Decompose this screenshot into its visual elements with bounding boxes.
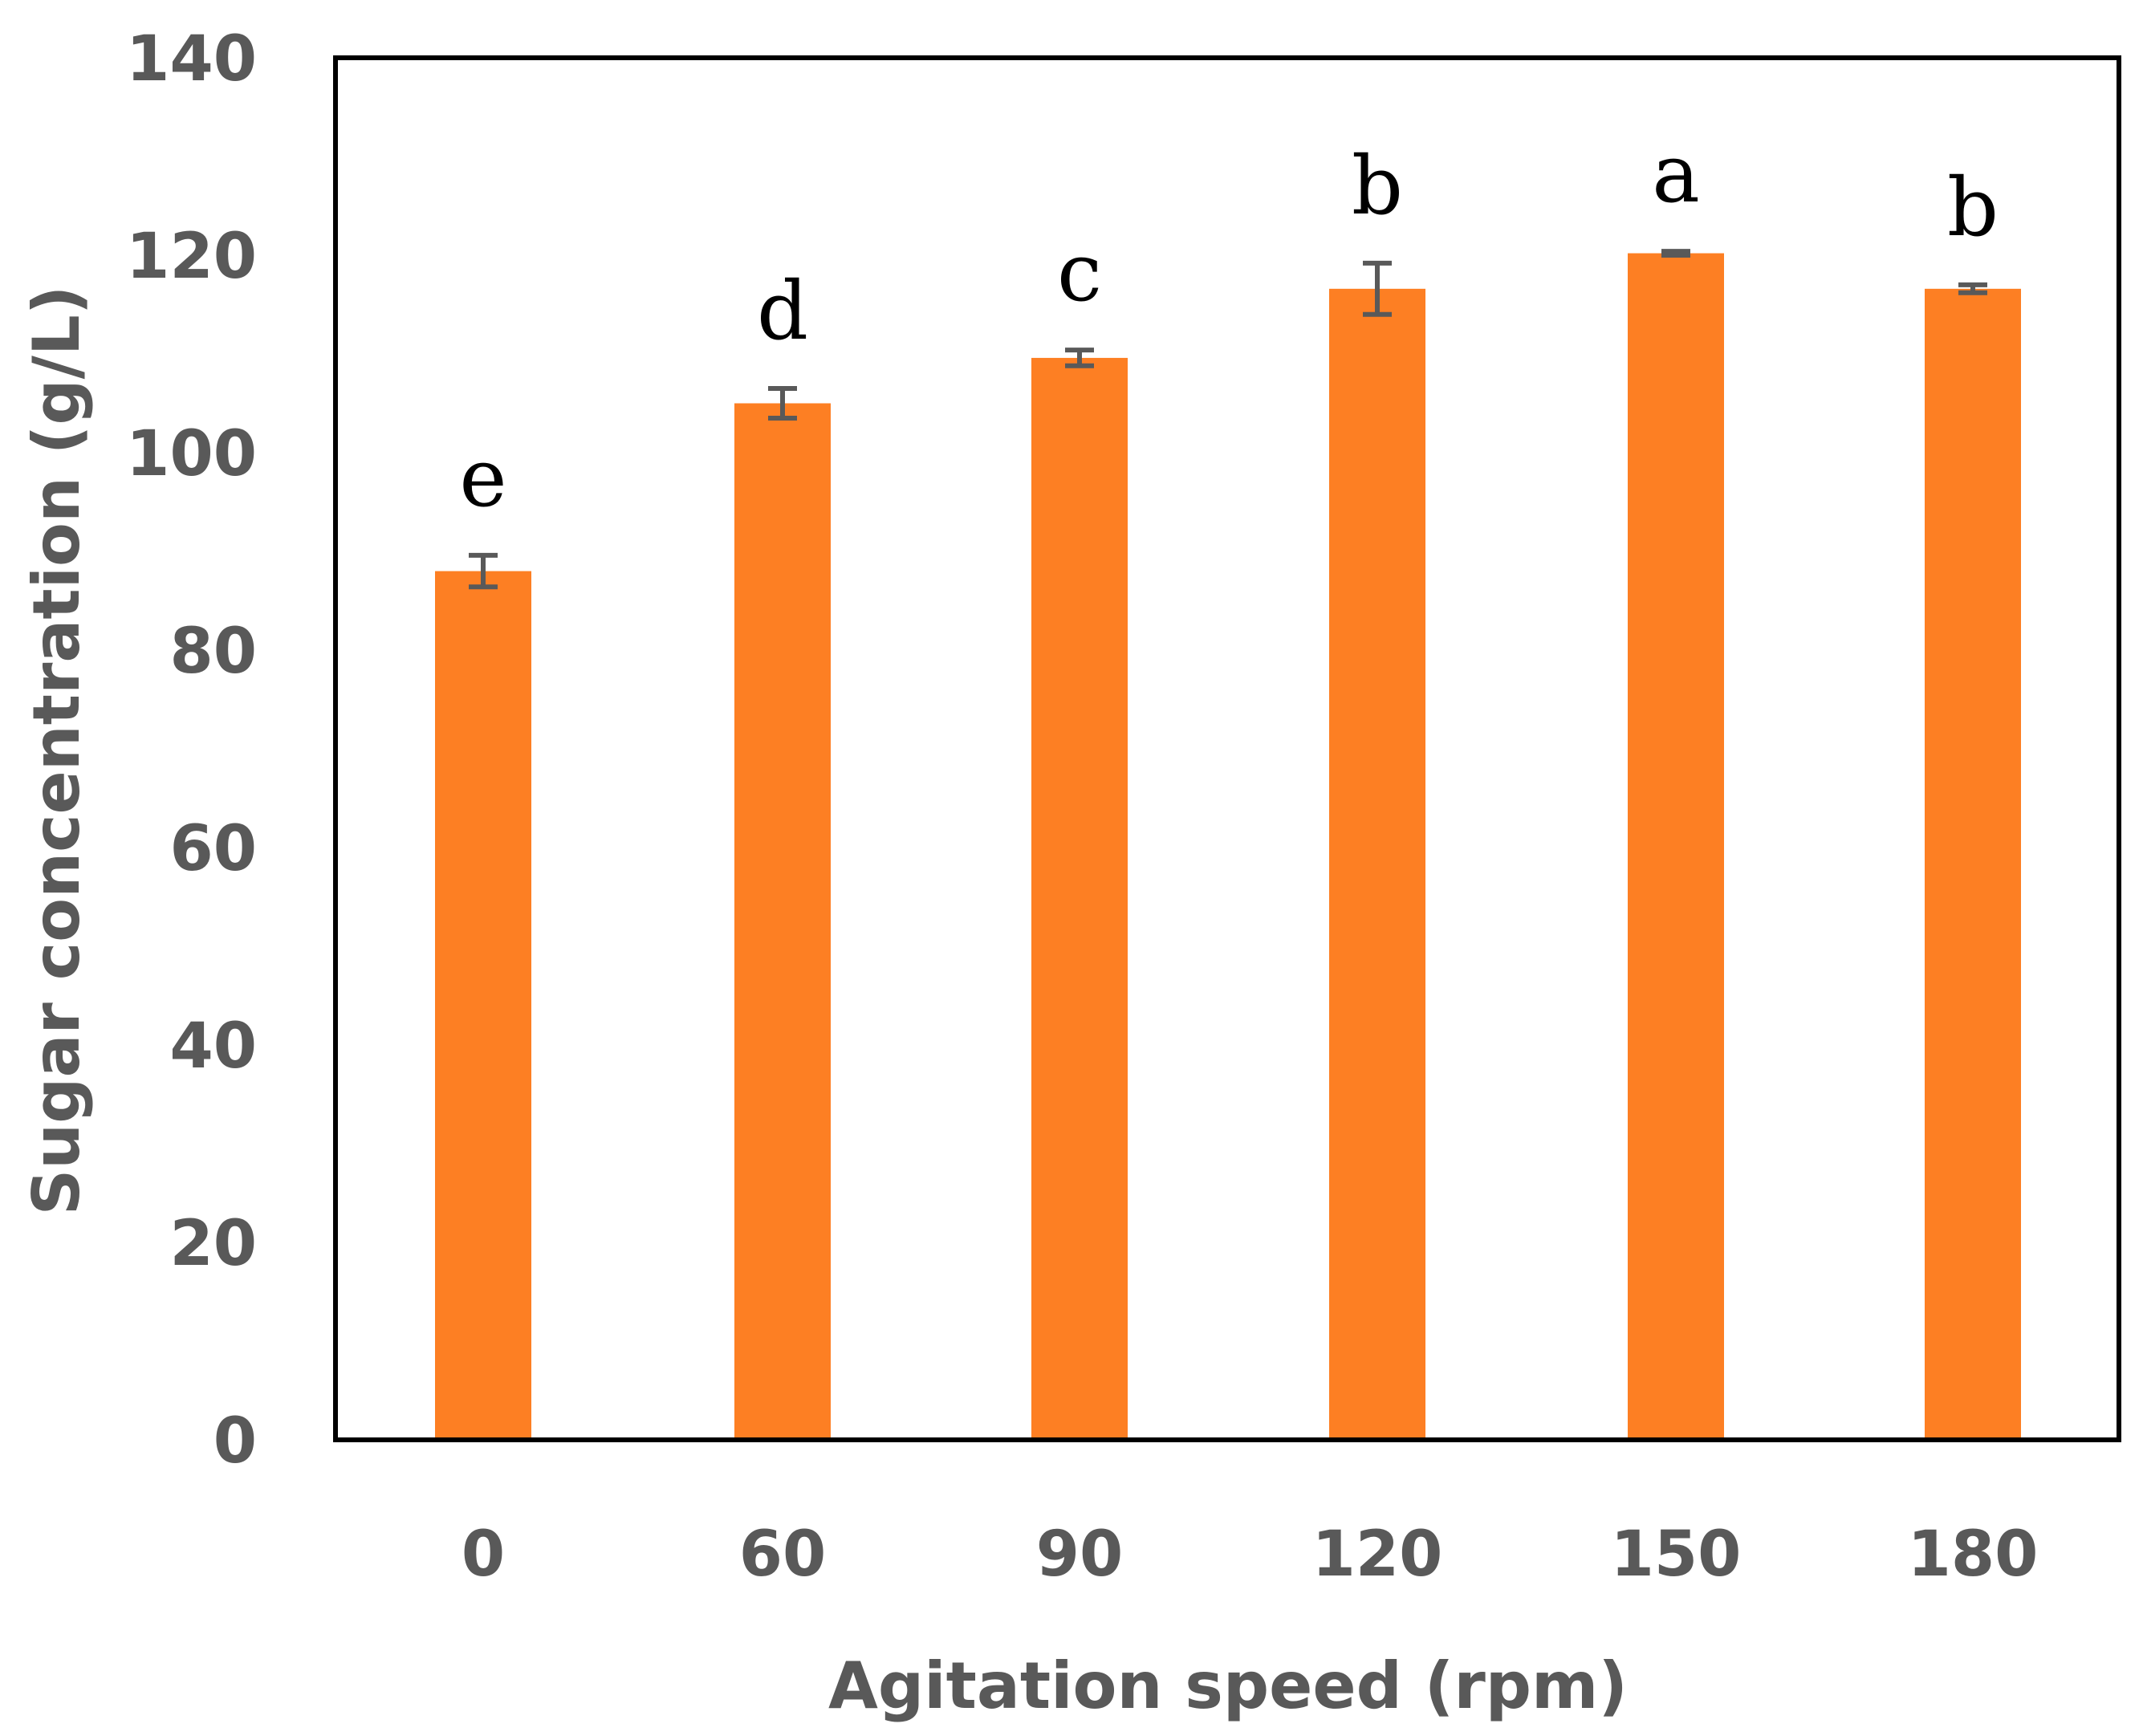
error-bar-150 [1661,249,1690,258]
bar-150 [1628,253,1724,1440]
y-tick-label: 20 [169,1208,257,1280]
x-tick-label: 0 [462,1518,505,1591]
plot-frame [333,55,2121,1442]
significance-label-120: b [1352,139,1403,233]
x-tick-label: 120 [1312,1518,1443,1591]
error-bar-90 [1065,348,1094,368]
y-tick-label: 120 [126,221,257,293]
significance-label-180: b [1947,161,1999,254]
error-bar-0 [469,552,498,590]
y-tick-label: 140 [126,23,257,96]
bars-layer [435,253,2021,1440]
y-tick-label: 60 [169,813,257,885]
y-tick-label: 40 [169,1010,257,1083]
error-bar-180 [1958,282,1987,295]
error-bars-layer [469,249,1987,590]
significance-label-0: e [459,431,506,525]
significance-label-90: c [1057,226,1102,319]
y-tick-label: 80 [169,616,257,688]
bar-120 [1329,288,1425,1440]
x-tick-label: 90 [1036,1518,1124,1591]
significance-label-60: d [757,264,808,358]
bar-0 [435,571,531,1440]
y-axis-title: Sugar concentration (g/L) [19,286,94,1216]
bar-90 [1031,357,1128,1440]
x-tick-label: 60 [739,1518,827,1591]
y-axis-ticks: 0 20 40 60 80 100 120 140 [126,23,257,1478]
significance-labels: e d c b a b [459,127,1999,525]
error-bar-120 [1363,260,1392,317]
significance-label-150: a [1652,127,1700,221]
x-axis-title: Agitation speed (rpm) [828,1649,1628,1723]
x-tick-label: 180 [1908,1518,2039,1591]
y-tick-label: 0 [213,1405,257,1478]
bar-60 [734,403,831,1440]
y-tick-label: 100 [126,418,257,490]
error-bar-60 [768,386,797,421]
x-axis-ticks: 0 60 90 120 150 180 [462,1518,2039,1591]
x-tick-label: 150 [1611,1518,1742,1591]
bar-180 [1925,288,2021,1440]
